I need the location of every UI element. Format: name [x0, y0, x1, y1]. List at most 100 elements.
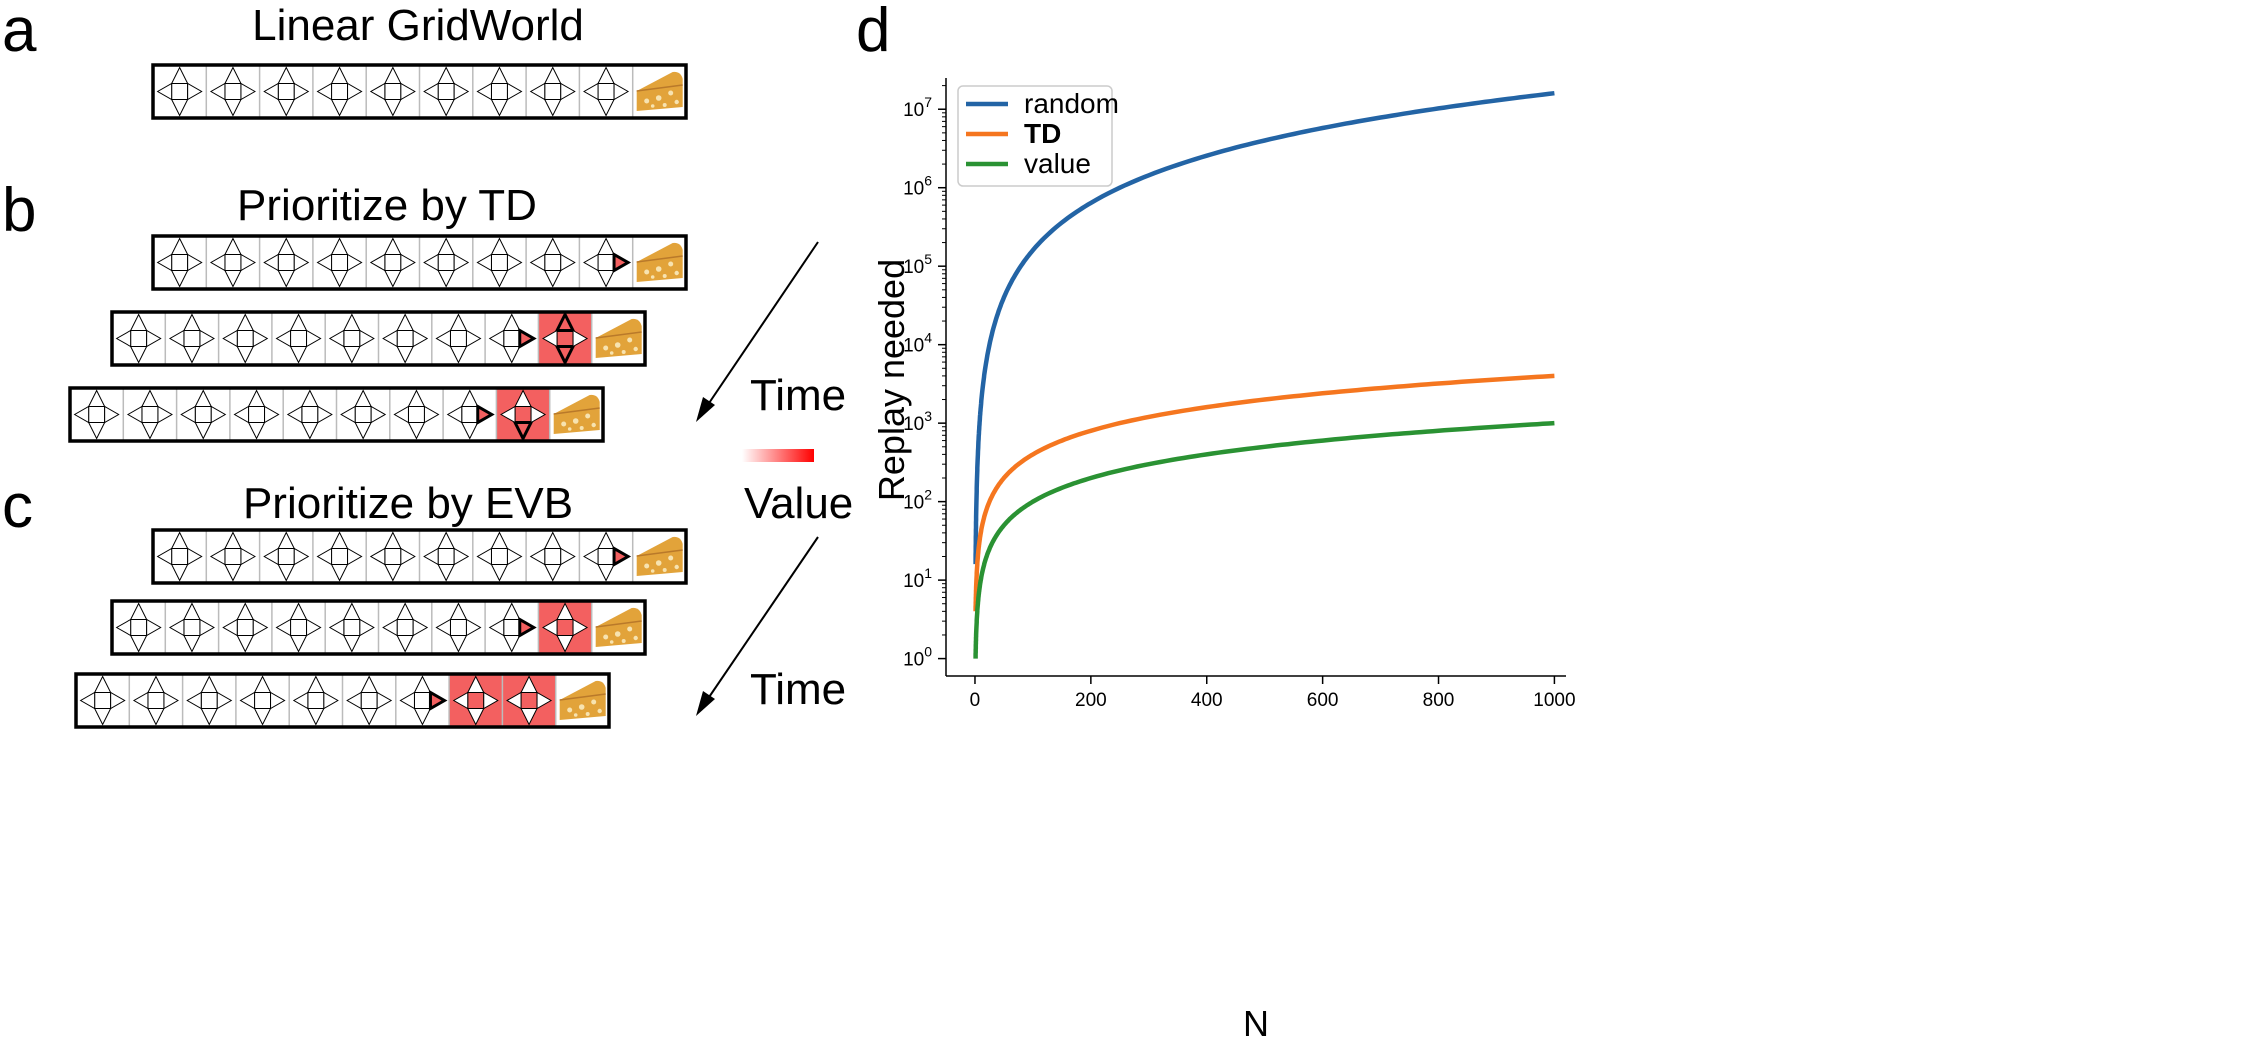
state-cell-icon [488, 602, 537, 653]
state-cell-icon [476, 237, 523, 288]
x-tick-label: 800 [1423, 690, 1455, 711]
state-cell-icon [500, 389, 547, 442]
legend-box [957, 85, 1113, 187]
y-tick-label: 107 [903, 94, 932, 121]
state-cell-icon [423, 237, 470, 288]
gridworld-row-b3 [68, 386, 605, 443]
state-cell-icon [222, 602, 269, 653]
state-cell-icon [132, 675, 179, 726]
state-cell-icon [168, 313, 215, 364]
state-cell-icon [583, 237, 632, 288]
state-cell-icon [126, 389, 173, 440]
chart-series [973, 90, 1555, 659]
state-cell-icon [239, 675, 286, 726]
state-cell-icon [292, 675, 339, 726]
state-cell-icon [79, 675, 126, 726]
value-gradient-bar-icon [742, 449, 814, 462]
cheese-icon [636, 71, 683, 111]
state-cell-icon [542, 311, 589, 366]
legend-entry-td: TD [1024, 118, 1061, 149]
state-cell-icon [583, 531, 632, 582]
state-cell-icon [263, 531, 310, 582]
state-cell-icon [382, 602, 429, 653]
state-cell-icon [328, 602, 375, 653]
cheese-icon [559, 680, 606, 720]
state-cell-icon [209, 531, 256, 582]
state-cell-icon [209, 237, 256, 288]
state-cell-icon [446, 389, 495, 440]
y-tick-label: 103 [903, 408, 932, 435]
series-line-value [973, 420, 1555, 659]
series-line-random [973, 90, 1555, 565]
state-cell-icon [346, 675, 393, 726]
panel-letter-b: b [2, 176, 37, 245]
state-cell-icon [399, 675, 448, 726]
gridworld-row-b1 [151, 234, 688, 291]
time-label-bottom: Time [750, 665, 847, 714]
gridworld-row-c3 [74, 672, 611, 729]
y-tick-label: 105 [903, 251, 932, 278]
panel-letter-d: d [856, 0, 891, 65]
state-cell-icon [423, 531, 470, 582]
y-tick-label: 102 [903, 487, 932, 514]
state-cell-icon [369, 531, 416, 582]
state-cell-icon [529, 531, 576, 582]
time-arrow-top-icon [702, 241, 819, 413]
gridworld-row-c1 [151, 528, 688, 585]
state-cell-icon [168, 602, 215, 653]
legend-entry-value: value [1024, 148, 1091, 179]
series-line-td [973, 373, 1555, 612]
gridworld-row-a [151, 63, 688, 120]
cheese-icon [595, 318, 642, 358]
x-axis-label: N [1243, 1003, 1269, 1044]
state-cell-icon [423, 66, 470, 117]
state-cell-icon [316, 66, 363, 117]
panel-letter-c: c [2, 472, 33, 541]
state-cell-icon [115, 602, 162, 653]
state-cell-icon [73, 389, 120, 440]
panel-title-c: Prioritize by EVB [242, 479, 574, 528]
state-cell-icon [529, 66, 576, 117]
state-cell-icon [233, 389, 280, 440]
y-tick-label: 104 [903, 330, 932, 357]
y-tick-label: 106 [903, 173, 932, 200]
state-cell-icon [476, 66, 523, 117]
state-cell-icon [156, 237, 203, 288]
gridworld-diagrams [68, 63, 819, 729]
state-cell-icon [275, 313, 322, 364]
state-cell-icon [476, 531, 523, 582]
state-cell-icon [340, 389, 387, 440]
state-cell-icon [263, 237, 310, 288]
state-cell-icon [393, 389, 440, 440]
state-cell-icon [156, 66, 203, 117]
state-cell-icon [263, 66, 310, 117]
legend-entry-random: random [1024, 88, 1119, 119]
state-cell-icon [542, 602, 589, 653]
state-cell-icon [452, 675, 499, 726]
time-arrow-top-head-icon [696, 397, 715, 422]
y-tick-label: 101 [903, 565, 932, 592]
state-cell-icon [275, 602, 322, 653]
value-label: Value [744, 479, 854, 528]
time-label-top: Time [750, 371, 847, 420]
y-axis-label: Replay needed [871, 259, 912, 501]
state-cell-icon [186, 675, 233, 726]
gridworld-row-b2 [110, 310, 647, 367]
cheese-icon [636, 536, 683, 576]
cheese-icon [553, 394, 600, 434]
chart-axes: 0 200 400 600 800 1000 100 101 102 103 104 105 106 10… [903, 78, 1576, 711]
x-tick-label: 1000 [1533, 690, 1575, 711]
panel-title-a: Linear GridWorld [252, 1, 584, 50]
gridworld-row-c2 [110, 599, 647, 656]
x-tick-label: 200 [1075, 690, 1107, 711]
x-tick-label: 400 [1191, 690, 1223, 711]
state-cell-icon [369, 66, 416, 117]
y-tick-label: 100 [903, 644, 932, 671]
x-tick-label: 600 [1307, 690, 1339, 711]
state-cell-icon [382, 313, 429, 364]
time-arrow-bottom-head-icon [696, 691, 715, 716]
cheese-icon [595, 607, 642, 647]
state-cell-icon [488, 313, 537, 364]
state-cell-icon [156, 531, 203, 582]
